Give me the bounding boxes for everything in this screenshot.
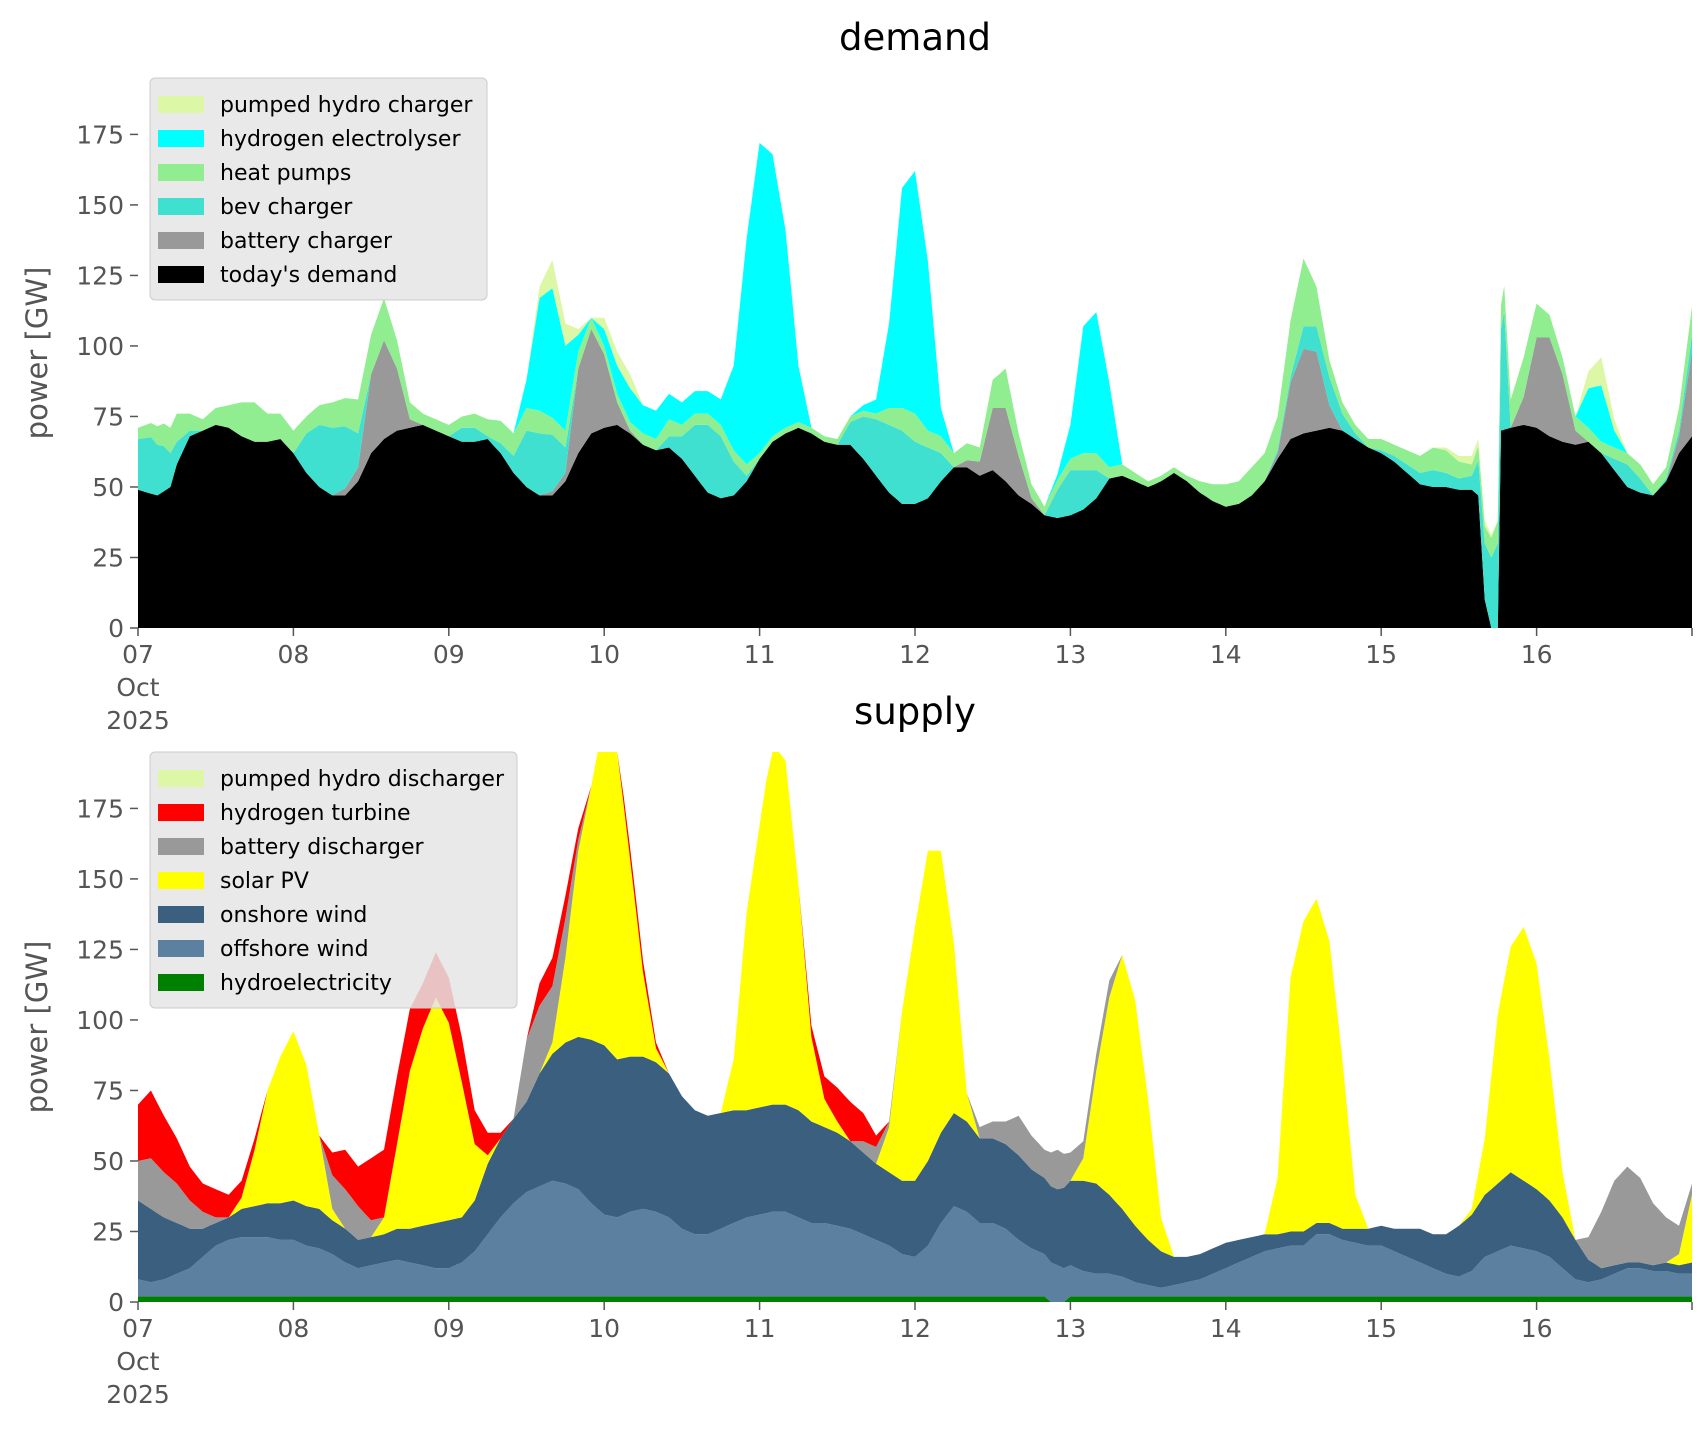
legend-label-solar-pv: solar PV — [220, 869, 309, 894]
legend-swatch-onshore-wind — [158, 906, 204, 923]
legend-swatch-today-s-demand — [158, 266, 204, 283]
y-tick-label: 50 — [92, 1147, 124, 1176]
x-tick-label: 09 — [433, 640, 465, 669]
x-tick-label: 08 — [277, 640, 309, 669]
y-tick-label: 50 — [92, 473, 124, 502]
legend-label-hydroelectricity: hydroelectricity — [220, 971, 392, 996]
legend-swatch-battery-discharger — [158, 838, 204, 855]
area-solar-pv — [138, 752, 1692, 1269]
x-tick-label: 2025 — [106, 1380, 170, 1409]
x-tick-label: 11 — [744, 1314, 776, 1343]
x-tick-label: 14 — [1210, 640, 1242, 669]
y-tick-label: 150 — [76, 865, 124, 894]
x-tick-label: Oct — [116, 673, 159, 702]
x-tick-label: 16 — [1521, 640, 1553, 669]
legend-label-hydrogen-turbine: hydrogen turbine — [220, 801, 411, 826]
x-tick-label: 14 — [1210, 1314, 1242, 1343]
legend-label-today-s-demand: today's demand — [220, 263, 397, 288]
legend-label-pumped-hydro-discharger: pumped hydro discharger — [220, 767, 505, 792]
area-hydroelectricity — [138, 1296, 1692, 1302]
legend: pumped hydro charger hydrogen electrolyse… — [149, 77, 488, 301]
x-tick-label: 12 — [899, 640, 931, 669]
legend-label-offshore-wind: offshore wind — [220, 937, 369, 962]
y-tick-label: 0 — [108, 1288, 124, 1317]
x-tick-label: 16 — [1521, 1314, 1553, 1343]
legend: pumped hydro discharger hydrogen turbine b… — [149, 751, 518, 1009]
x-tick-label: Oct — [116, 1347, 159, 1376]
panel-demand: 0 25 50 75 100 125 150 175 07 Oct 2025 08 09 10 11 12 13… — [20, 16, 1693, 735]
y-tick-label: 100 — [76, 332, 124, 361]
area-today-s-demand — [138, 424, 1692, 628]
legend-box — [149, 751, 518, 1009]
y-tick-label: 0 — [108, 614, 124, 643]
x-tick-label: 13 — [1054, 640, 1086, 669]
legend-label-battery-discharger: battery discharger — [220, 835, 425, 860]
legend-swatch-solar-pv — [158, 872, 204, 889]
area-battery-charger — [138, 329, 1692, 628]
x-tick-label: 15 — [1365, 640, 1397, 669]
y-tick-label: 175 — [76, 120, 124, 149]
x-tick-label: 09 — [433, 1314, 465, 1343]
legend-swatch-battery-charger — [158, 232, 204, 249]
chart-title: supply — [854, 690, 976, 733]
legend-label-hydrogen-electrolyser: hydrogen electrolyser — [220, 127, 461, 152]
area-hydrogen-electrolyser — [138, 142, 1692, 538]
y-tick-label: 25 — [92, 543, 124, 572]
y-tick-label: 25 — [92, 1217, 124, 1246]
legend-swatch-bev-charger — [158, 198, 204, 215]
legend-swatch-hydrogen-turbine — [158, 804, 204, 821]
x-tick-label: 10 — [588, 640, 620, 669]
area-onshore-wind — [138, 1036, 1692, 1288]
x-tick-label: 08 — [277, 1314, 309, 1343]
y-axis-label: power [GW] — [20, 267, 54, 440]
legend-swatch-hydroelectricity — [158, 974, 204, 991]
area-bev-charger — [138, 311, 1692, 628]
legend-label-pumped-hydro-charger: pumped hydro charger — [220, 93, 473, 118]
y-axis-label: power [GW] — [20, 941, 54, 1114]
x-tick-label: 2025 — [106, 706, 170, 735]
legend-swatch-offshore-wind — [158, 940, 204, 957]
x-tick-label: 07 — [122, 1314, 154, 1343]
legend-label-battery-charger: battery charger — [220, 229, 393, 254]
y-tick-label: 175 — [76, 794, 124, 823]
x-tick-label: 07 — [122, 640, 154, 669]
legend-swatch-hydrogen-electrolyser — [158, 130, 204, 147]
legend-swatch-heat-pumps — [158, 164, 204, 181]
x-tick-label: 15 — [1365, 1314, 1397, 1343]
panel-supply: 0 25 50 75 100 125 150 175 07 Oct 2025 08 09 10 11 12 13… — [20, 690, 1693, 1409]
legend-label-bev-charger: bev charger — [220, 195, 353, 220]
y-tick-label: 75 — [92, 402, 124, 431]
legend-swatch-pumped-hydro-discharger — [158, 770, 204, 787]
legend-box — [149, 77, 488, 301]
y-tick-label: 125 — [76, 261, 124, 290]
x-tick-label: 10 — [588, 1314, 620, 1343]
y-tick-label: 125 — [76, 935, 124, 964]
x-tick-label: 12 — [899, 1314, 931, 1343]
x-tick-label: 11 — [744, 640, 776, 669]
y-tick-label: 100 — [76, 1006, 124, 1035]
chart-title: demand — [839, 16, 991, 59]
y-tick-label: 75 — [92, 1076, 124, 1105]
area-offshore-wind — [138, 1180, 1692, 1302]
legend-label-onshore-wind: onshore wind — [220, 903, 367, 928]
legend-label-heat-pumps: heat pumps — [220, 161, 351, 186]
legend-swatch-pumped-hydro-charger — [158, 96, 204, 113]
x-tick-label: 13 — [1054, 1314, 1086, 1343]
y-tick-label: 150 — [76, 191, 124, 220]
